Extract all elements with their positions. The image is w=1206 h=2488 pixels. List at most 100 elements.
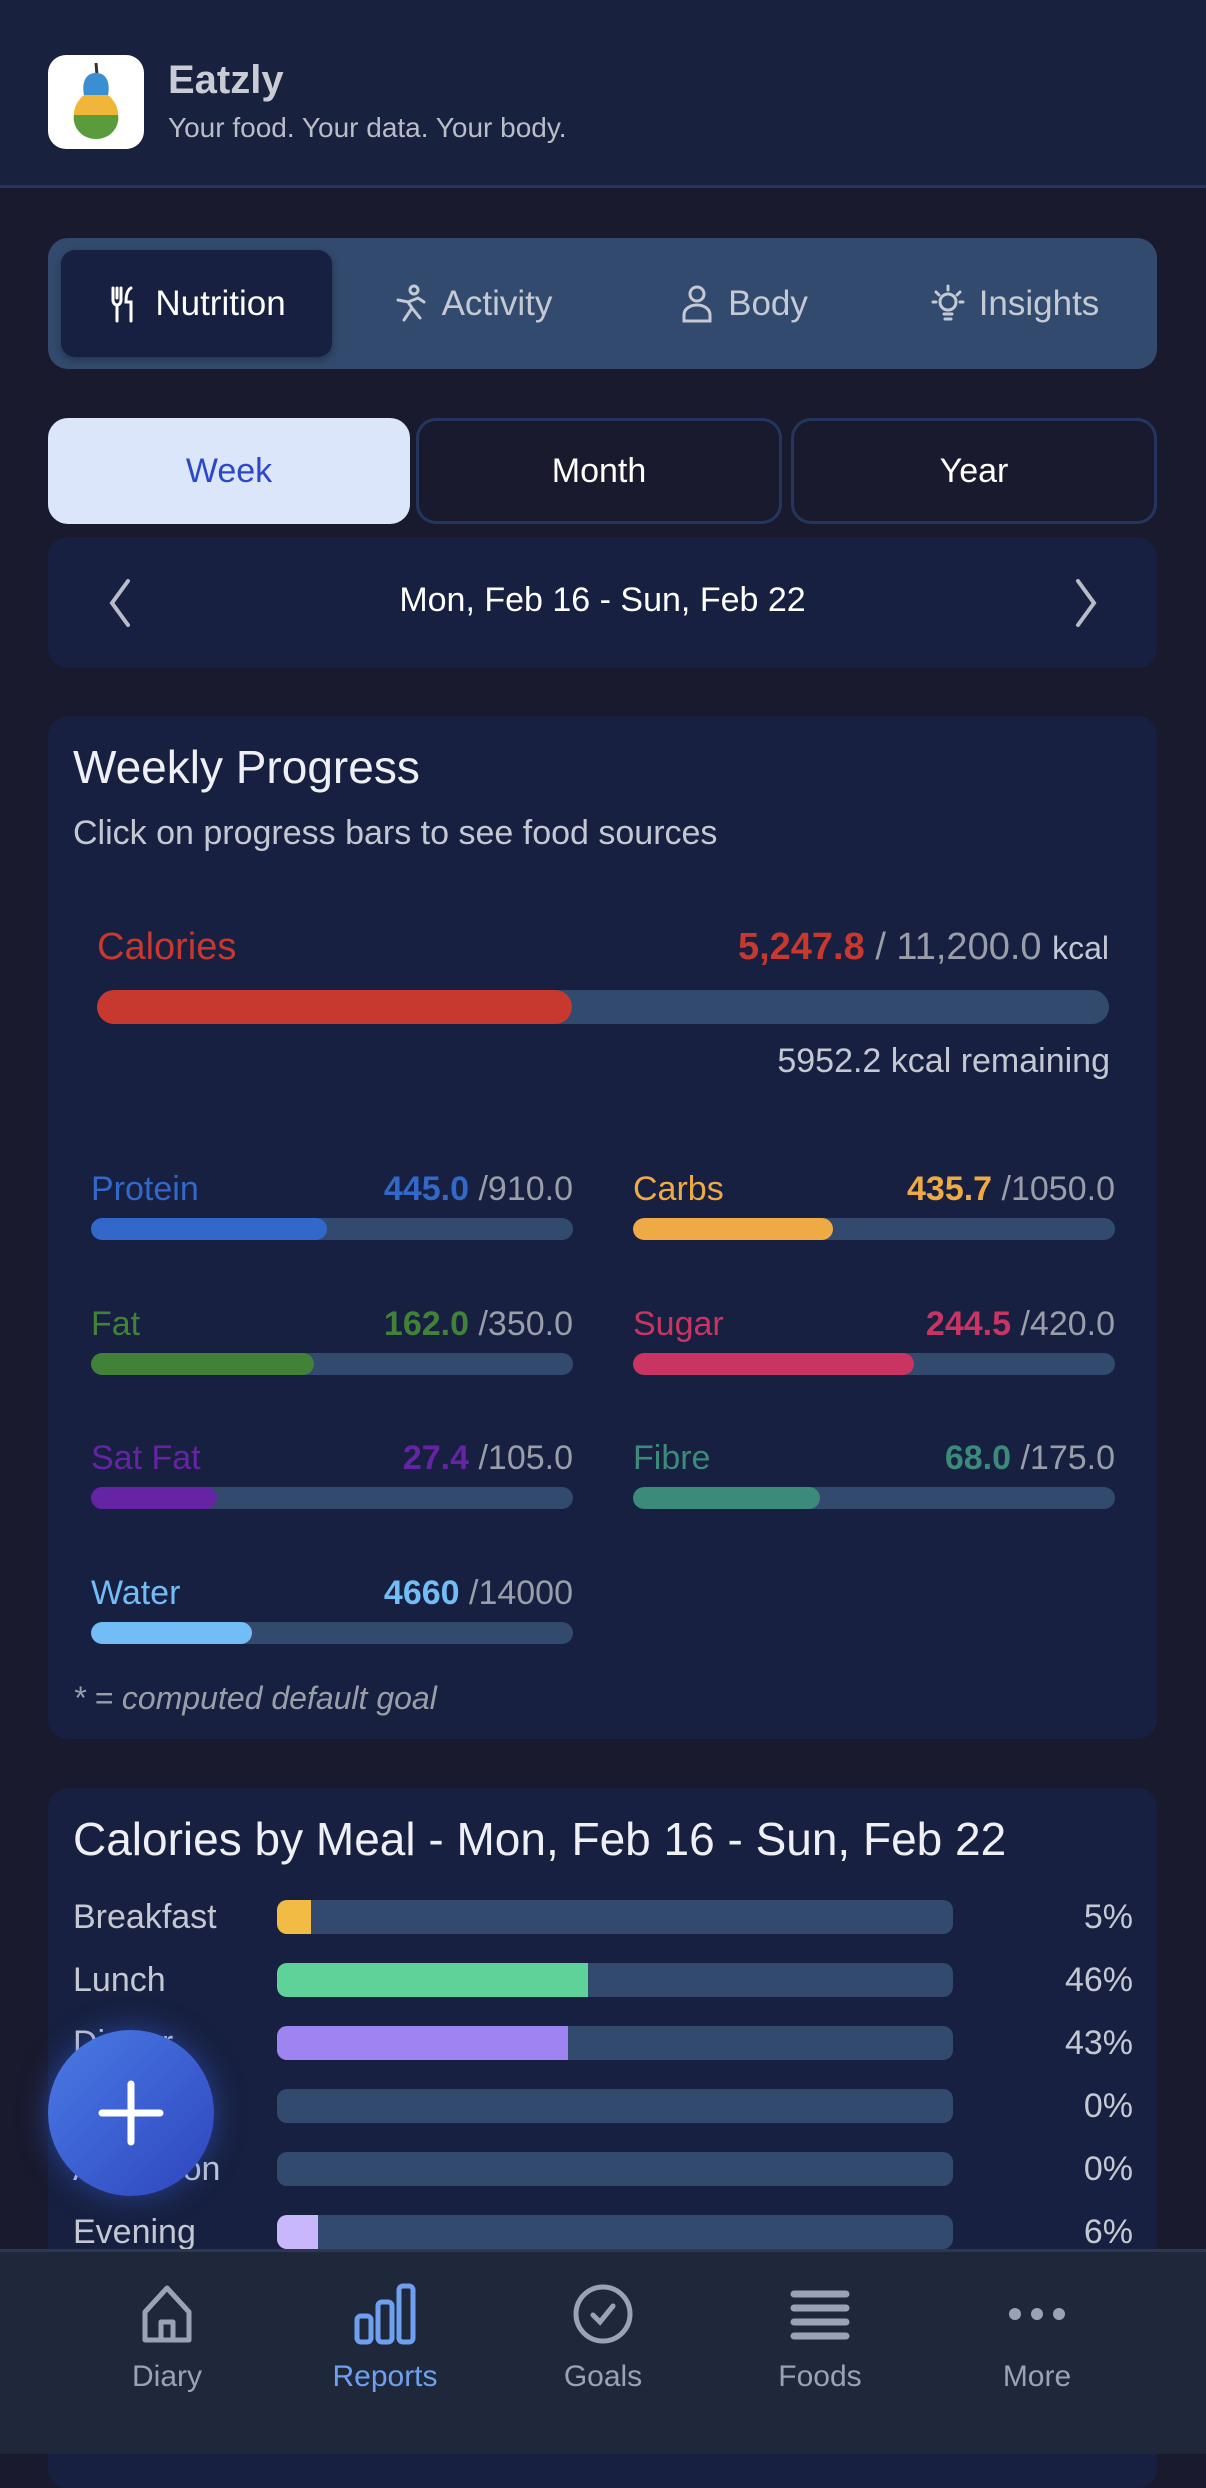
card-title: Weekly Progress (73, 741, 420, 793)
calories-label: Calories (97, 926, 237, 968)
macro-progress-bar[interactable] (91, 1622, 573, 1644)
macro-progress-bar[interactable] (633, 1218, 1115, 1240)
bottom-navigation: Diary Reports Goals Foods More (0, 2249, 1206, 2454)
meal-bar[interactable] (277, 2152, 953, 2186)
app-header: Eatzly Your food. Your data. Your body. (0, 0, 1206, 188)
macro-progress-fill (91, 1218, 327, 1240)
macro-progress-bar[interactable] (633, 1353, 1115, 1375)
macro-progress-fill (633, 1218, 834, 1240)
macro-sat-fat[interactable]: Sat Fat 27.4 /105.0 (91, 1439, 573, 1509)
calories-goal: / 11,200.0 (875, 926, 1042, 968)
macro-progress-fill (91, 1353, 315, 1375)
macro-label: Sat Fat (91, 1439, 201, 1477)
macro-label: Fat (91, 1305, 141, 1343)
person-icon (682, 285, 712, 322)
macro-protein[interactable]: Protein 445.0 /910.0 (91, 1170, 573, 1240)
macro-value: 162.0 (383, 1305, 470, 1343)
macro-value-group: 435.7 /1050.0 (907, 1170, 1115, 1209)
nav-foods[interactable]: Foods (720, 2282, 920, 2394)
meal-bar[interactable] (277, 2215, 953, 2249)
macro-sugar[interactable]: Sugar 244.5 /420.0 (633, 1305, 1115, 1375)
macro-value: 435.7 (907, 1170, 993, 1208)
nav-diary[interactable]: Diary (67, 2282, 267, 2394)
section-tabs: Nutrition Activity Body Insights (48, 238, 1157, 369)
macro-label: Fibre (633, 1439, 711, 1477)
macro-goal: /350.0 (478, 1305, 573, 1343)
meal-row[interactable]: Breakfast 5% (73, 1898, 1133, 1942)
macro-value-group: 162.0 /350.0 (384, 1305, 573, 1344)
macro-progress-bar[interactable] (91, 1353, 573, 1375)
macro-progress-bar[interactable] (91, 1218, 573, 1240)
meal-percent: 46% (1064, 1961, 1133, 1999)
period-week-button[interactable]: Week (48, 418, 410, 524)
meal-bar-fill (277, 2026, 568, 2060)
nav-reports[interactable]: Reports (285, 2282, 485, 2394)
bar-chart-icon (354, 2283, 416, 2345)
meal-row[interactable]: Evening 6% (73, 2213, 1133, 2257)
macro-goal: /105.0 (478, 1439, 573, 1477)
more-dots-icon (1009, 2308, 1065, 2320)
footnote: * = computed default goal (73, 1680, 437, 1716)
meal-label: Lunch (73, 1961, 166, 1999)
nav-goals[interactable]: Goals (503, 2282, 703, 2394)
card-title: Calories by Meal - Mon, Feb 16 - Sun, Fe… (73, 1813, 1007, 1865)
meal-bar[interactable] (277, 2089, 953, 2123)
chevron-left-icon[interactable] (100, 575, 140, 631)
macro-fibre[interactable]: Fibre 68.0 /175.0 (633, 1439, 1115, 1509)
date-navigator: Mon, Feb 16 - Sun, Feb 22 (48, 537, 1157, 668)
macro-progress-fill (633, 1353, 914, 1375)
macro-progress-fill (91, 1622, 252, 1644)
meal-row[interactable]: Dinner 43% (73, 2024, 1133, 2068)
meal-row[interactable]: Afternoon 0% (73, 2150, 1133, 2194)
running-figure-icon (396, 284, 426, 321)
meal-bar[interactable] (277, 1963, 953, 1997)
macro-progress-fill (633, 1487, 821, 1509)
home-icon (142, 2285, 192, 2343)
tab-insights[interactable]: Insights (880, 250, 1150, 357)
calories-progress[interactable]: Calories 5,247.8 / 11,200.0 kcal (97, 926, 1109, 1036)
macro-value-group: 27.4 /105.0 (403, 1439, 573, 1478)
meal-percent: 6% (1083, 2213, 1133, 2251)
check-circle-icon (573, 2284, 633, 2344)
macro-value: 4660 (383, 1574, 460, 1612)
nav-more[interactable]: More (937, 2282, 1137, 2394)
tab-label: Body (728, 283, 808, 323)
period-year-button[interactable]: Year (791, 418, 1157, 524)
macro-progress-bar[interactable] (633, 1487, 1115, 1509)
chevron-right-icon[interactable] (1066, 575, 1106, 631)
period-month-button[interactable]: Month (416, 418, 782, 524)
macro-fat[interactable]: Fat 162.0 /350.0 (91, 1305, 573, 1375)
app-title: Eatzly (168, 58, 284, 102)
macro-value-group: 68.0 /175.0 (945, 1439, 1115, 1478)
macro-value-group: 244.5 /420.0 (926, 1305, 1115, 1344)
meal-bar[interactable] (277, 2026, 953, 2060)
macro-value-group: 4660 /14000 (384, 1574, 573, 1613)
meal-percent: 43% (1064, 2024, 1133, 2062)
meal-row[interactable]: 0% (73, 2087, 1133, 2131)
meal-bar-fill (277, 1900, 311, 1934)
meal-row[interactable]: Lunch 46% (73, 1961, 1133, 2005)
calories-progress-bar[interactable] (97, 990, 1109, 1024)
tab-body[interactable]: Body (614, 250, 874, 357)
macro-value-group: 445.0 /910.0 (384, 1170, 573, 1209)
tab-nutrition[interactable]: Nutrition (61, 250, 332, 357)
nav-label: Diary (131, 2360, 202, 2393)
nav-label: Foods (778, 2360, 862, 2393)
meal-percent: 0% (1083, 2087, 1133, 2125)
app-logo (48, 55, 144, 149)
macro-label: Protein (91, 1170, 199, 1208)
tab-activity[interactable]: Activity (338, 250, 608, 357)
nav-label: More (1002, 2360, 1072, 2393)
macro-water[interactable]: Water 4660 /14000 (91, 1574, 573, 1644)
meal-bar[interactable] (277, 1900, 953, 1934)
app-tagline: Your food. Your data. Your body. (168, 112, 567, 143)
macro-progress-bar[interactable] (91, 1487, 573, 1509)
macro-goal: /420.0 (1020, 1305, 1115, 1343)
fork-knife-icon (111, 286, 133, 322)
macro-carbs[interactable]: Carbs 435.7 /1050.0 (633, 1170, 1115, 1240)
nav-label: Reports (332, 2360, 438, 2393)
macro-progress-fill (91, 1487, 217, 1509)
date-range-label: Mon, Feb 16 - Sun, Feb 22 (399, 581, 806, 619)
macro-label: Water (91, 1574, 181, 1612)
add-entry-button[interactable] (48, 2030, 214, 2196)
